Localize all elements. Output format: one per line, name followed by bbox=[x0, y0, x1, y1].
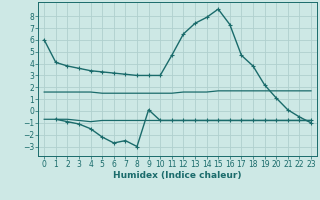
X-axis label: Humidex (Indice chaleur): Humidex (Indice chaleur) bbox=[113, 171, 242, 180]
